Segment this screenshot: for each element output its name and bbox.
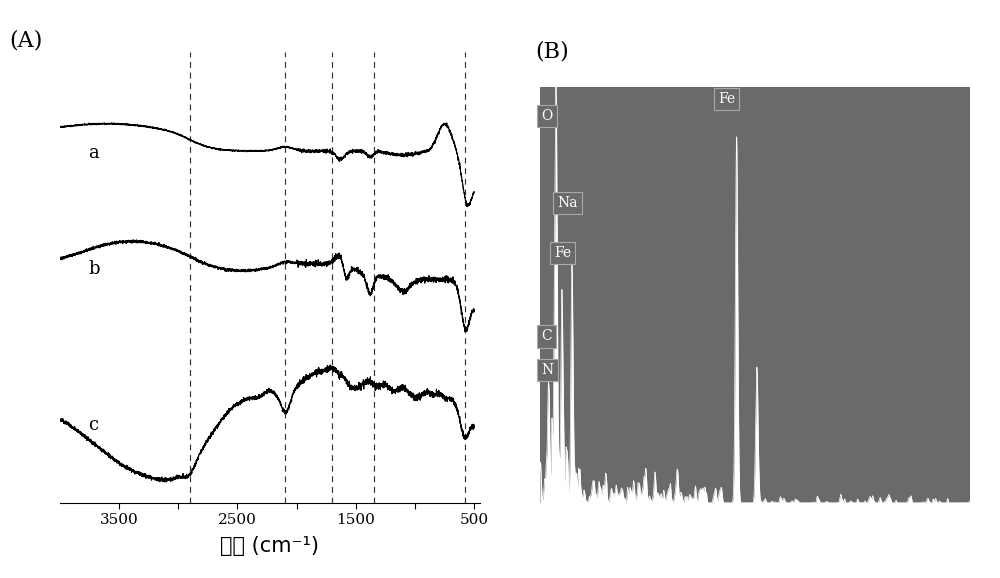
Text: Fe: Fe	[554, 246, 571, 260]
Text: N: N	[542, 362, 554, 377]
Text: Fe: Fe	[718, 92, 735, 106]
X-axis label: 波长 (cm⁻¹): 波长 (cm⁻¹)	[220, 536, 320, 555]
Text: a: a	[88, 144, 99, 162]
Text: b: b	[88, 260, 100, 278]
Text: O: O	[542, 109, 553, 123]
Text: keV: keV	[925, 540, 955, 554]
Text: C: C	[542, 329, 552, 343]
Text: Na: Na	[557, 196, 577, 210]
Text: (B): (B)	[535, 40, 569, 62]
Text: (A): (A)	[10, 29, 43, 51]
Text: c: c	[88, 416, 99, 434]
